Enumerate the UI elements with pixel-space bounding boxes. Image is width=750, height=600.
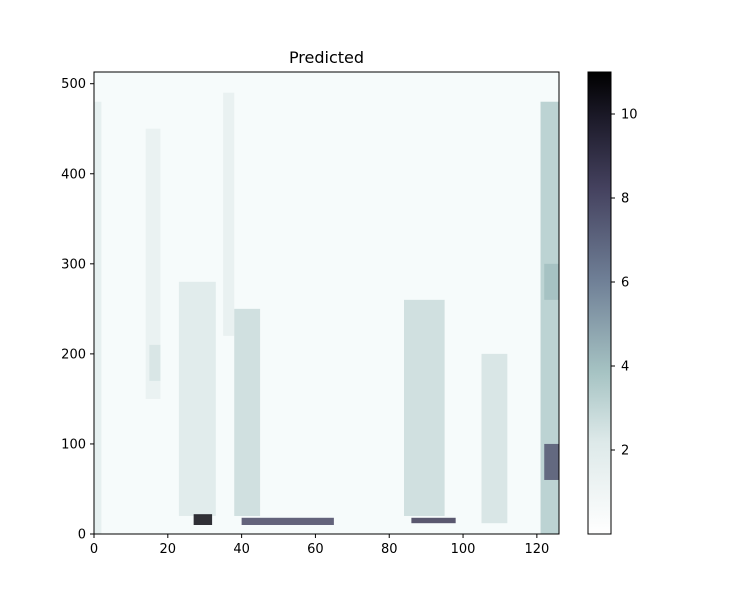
- heatmap-region: [411, 517, 456, 524]
- colorbar-ticks: 2 4 6 8 10: [611, 108, 638, 459]
- colorbar-gradient: [587, 71, 612, 535]
- heatmap-region: [149, 344, 161, 381]
- chart-title: Predicted: [289, 48, 364, 67]
- heatmap-region: [404, 299, 445, 516]
- colorbar-tick-label: 4: [621, 360, 629, 375]
- y-tick-label: 100: [61, 437, 86, 452]
- x-tick-label: 20: [160, 542, 177, 557]
- x-tick-label: 60: [307, 542, 324, 557]
- colorbar: 2 4 6 8 10: [587, 71, 638, 535]
- heatmap-region: [193, 514, 213, 525]
- heatmap-region: [178, 281, 216, 516]
- y-tick-label: 500: [61, 77, 86, 92]
- colorbar-tick-label: 10: [621, 108, 638, 123]
- heatmap-region: [544, 443, 559, 480]
- colorbar-tick-label: 2: [621, 444, 629, 459]
- heatmap-region: [223, 92, 235, 336]
- y-tick-label: 0: [78, 528, 86, 543]
- heatmap-region: [145, 128, 161, 399]
- x-tick-label: 100: [451, 542, 476, 557]
- colorbar-tick-label: 6: [621, 276, 629, 291]
- plot-frame: [93, 71, 560, 535]
- x-axis: 0 20 40 60 80 100 120: [90, 534, 549, 557]
- x-tick-label: 120: [524, 542, 549, 557]
- heatmap-layer: [94, 92, 559, 534]
- heatmap-region: [94, 101, 102, 534]
- x-tick-label: 0: [90, 542, 98, 557]
- colorbar-tick-label: 8: [621, 192, 629, 207]
- x-tick-label: 80: [381, 542, 398, 557]
- heatmap-region: [540, 101, 559, 534]
- y-tick-label: 200: [61, 347, 86, 362]
- heatmap-region: [544, 263, 559, 300]
- y-axis: 0 100 200 300 400 500: [61, 77, 94, 543]
- heatmap-region: [234, 308, 261, 516]
- y-tick-label: 400: [61, 167, 86, 182]
- plot-area: [93, 71, 560, 535]
- heatmap-region: [481, 353, 508, 524]
- y-tick-label: 300: [61, 257, 86, 272]
- x-tick-label: 40: [233, 542, 250, 557]
- heatmap-region: [241, 517, 334, 525]
